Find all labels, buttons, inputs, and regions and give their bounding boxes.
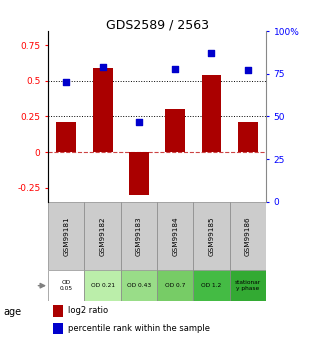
Bar bbox=[230, 202, 266, 270]
Bar bbox=[230, 270, 266, 301]
Bar bbox=[129, 152, 149, 195]
Text: OD 0.43: OD 0.43 bbox=[127, 283, 151, 288]
Point bbox=[173, 66, 178, 71]
Text: percentile rank within the sample: percentile rank within the sample bbox=[68, 324, 210, 333]
Point bbox=[245, 68, 250, 73]
Text: stationar
y phase: stationar y phase bbox=[235, 280, 261, 291]
Bar bbox=[85, 202, 121, 270]
Text: GSM99184: GSM99184 bbox=[172, 216, 178, 256]
Text: OD
0.05: OD 0.05 bbox=[60, 280, 73, 291]
Bar bbox=[48, 202, 85, 270]
Point bbox=[137, 119, 142, 124]
Text: GSM99182: GSM99182 bbox=[100, 216, 106, 256]
Bar bbox=[121, 202, 157, 270]
Bar bbox=[56, 122, 76, 152]
Text: log2 ratio: log2 ratio bbox=[68, 306, 108, 315]
Point bbox=[209, 50, 214, 56]
Point bbox=[100, 64, 105, 70]
Point bbox=[64, 80, 69, 85]
Bar bbox=[202, 75, 221, 152]
Bar bbox=[193, 202, 230, 270]
Bar bbox=[85, 270, 121, 301]
Text: GSM99183: GSM99183 bbox=[136, 216, 142, 256]
Text: GSM99186: GSM99186 bbox=[245, 216, 251, 256]
Bar bbox=[53, 323, 63, 334]
Bar bbox=[48, 270, 85, 301]
Bar bbox=[238, 122, 258, 152]
Text: OD 0.7: OD 0.7 bbox=[165, 283, 185, 288]
Text: OD 0.21: OD 0.21 bbox=[91, 283, 115, 288]
Bar bbox=[165, 109, 185, 152]
Text: OD 1.2: OD 1.2 bbox=[201, 283, 222, 288]
Bar bbox=[157, 202, 193, 270]
Text: GSM99185: GSM99185 bbox=[208, 216, 215, 256]
Title: GDS2589 / 2563: GDS2589 / 2563 bbox=[105, 18, 209, 31]
Bar bbox=[121, 270, 157, 301]
Bar bbox=[157, 270, 193, 301]
Bar bbox=[93, 68, 113, 152]
Text: GSM99181: GSM99181 bbox=[63, 216, 69, 256]
Text: age: age bbox=[3, 307, 21, 317]
Bar bbox=[193, 270, 230, 301]
Bar bbox=[53, 305, 63, 316]
